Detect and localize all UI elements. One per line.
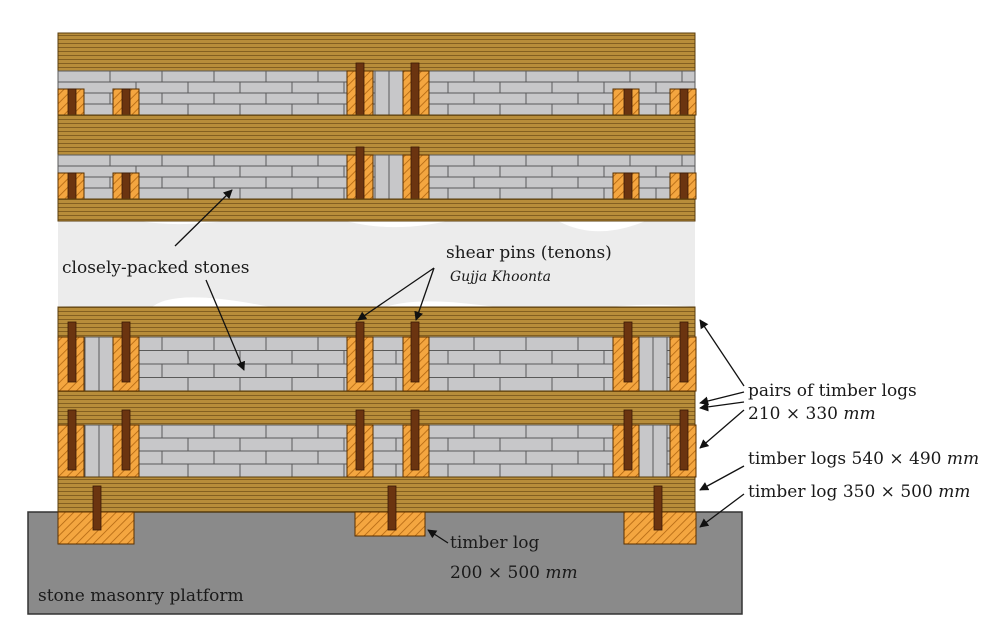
- shear-pin: [623, 321, 633, 383]
- log200-dims-unit: mm: [545, 563, 578, 583]
- shear-pin: [121, 321, 131, 383]
- shear-pin: [623, 409, 633, 471]
- shear-pin: [121, 409, 131, 471]
- timber-log-top: [57, 32, 696, 72]
- shear-pin: [410, 409, 420, 471]
- timber-log-band-lower: [57, 198, 696, 222]
- section-gap: [58, 210, 695, 315]
- pairs-dims-value: 210 × 330: [748, 404, 838, 424]
- label-pairs-dims: 210 × 330 mm: [748, 403, 876, 425]
- pairs-dims-unit: mm: [843, 404, 876, 424]
- annotation-arrows: [174, 189, 745, 544]
- shear-pin: [387, 485, 397, 531]
- logs540-text: timber logs 540 × 490: [748, 449, 942, 469]
- shear-pin: [410, 321, 420, 383]
- shear-pin: [679, 409, 689, 471]
- label-shear-pins: shear pins (tenons): [446, 243, 612, 263]
- shear-pin: [653, 485, 663, 531]
- shear-pin: [92, 485, 102, 531]
- timber-log-band: [57, 114, 696, 156]
- label-gujja-khoonta: Gujja Khoonta: [450, 269, 552, 285]
- shear-pin: [67, 321, 77, 383]
- timber-log-pair-mid: [57, 390, 696, 426]
- label-timber-log-200: timber log: [450, 533, 540, 553]
- shear-pin: [679, 321, 689, 383]
- label-stone-masonry-platform: stone masonry platform: [38, 586, 244, 606]
- logs540-unit: mm: [946, 449, 980, 469]
- timber-log-base: [57, 476, 696, 513]
- label-closely-packed-stones: closely-packed stones: [62, 258, 250, 278]
- label-timber-log-200-dims: 200 × 500 mm: [450, 562, 578, 584]
- label-timber-log-350: timber log 350 × 500 mm: [748, 481, 970, 503]
- label-pairs-of-timber-logs: pairs of timber logs: [748, 381, 917, 401]
- shear-pin: [355, 409, 365, 471]
- label-timber-logs-540: timber logs 540 × 490 mm: [748, 448, 979, 470]
- shear-pin: [355, 321, 365, 383]
- timber-log-pair-top: [57, 306, 696, 338]
- log350-unit: mm: [938, 482, 971, 502]
- shear-pin: [67, 409, 77, 471]
- log350-text: timber log 350 × 500: [748, 482, 933, 502]
- log200-dims-value: 200 × 500: [450, 563, 540, 583]
